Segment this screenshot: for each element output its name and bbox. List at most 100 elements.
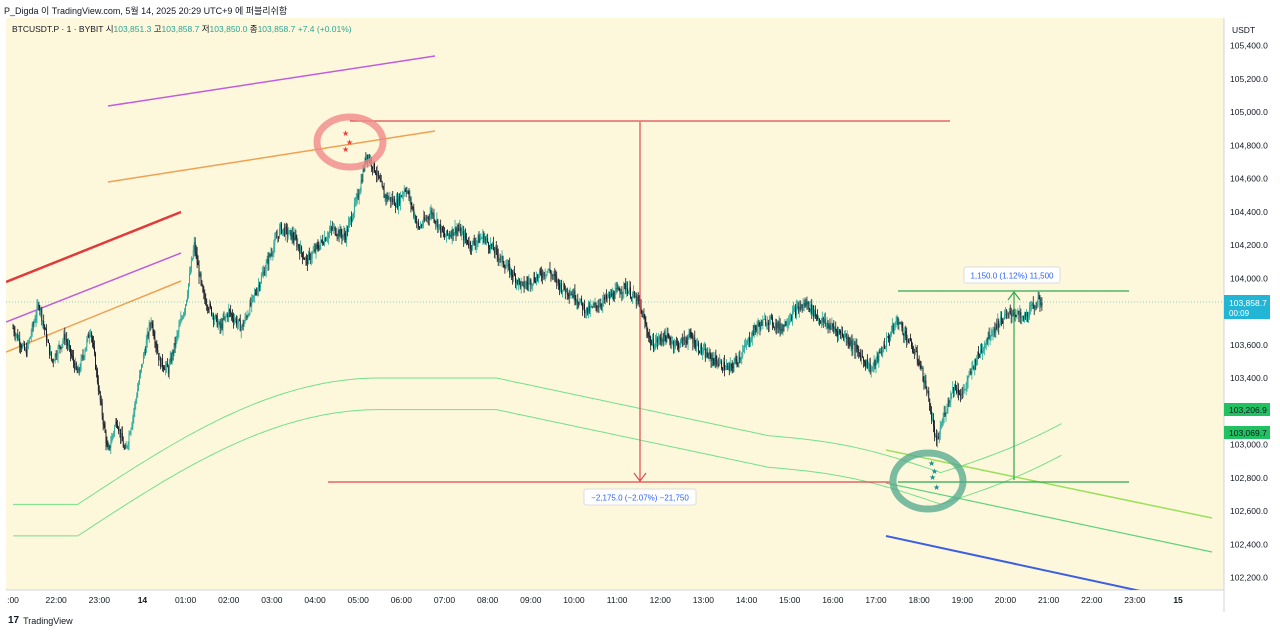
candle-body [14,332,16,337]
candle-body [810,304,812,312]
candle-body [947,400,949,410]
candle-body [205,298,207,305]
candle-body [563,283,565,290]
candle-body [305,257,306,260]
candle-body [443,231,444,233]
candle-body [238,319,240,321]
candle-body [83,356,85,358]
candle-body [156,345,158,351]
candle-body [26,343,28,356]
candle-body [354,201,356,203]
candle-body [252,295,254,298]
candle-body [900,323,902,324]
candle-body [177,332,179,335]
candle-body [982,349,984,351]
candle-body [250,302,252,305]
candle-body [871,368,873,370]
candle-body [721,360,723,369]
candle-body [356,193,358,198]
candle-body [322,241,324,244]
candle-body [962,389,964,395]
candle-body [60,347,62,348]
time-tick-label: 20:00 [995,595,1017,605]
candle-body [811,304,813,314]
candle-body [921,367,923,369]
candle-body [39,307,41,311]
candle-body [581,298,583,303]
candle-body [120,433,122,438]
candle-body [71,354,72,356]
candle-body [636,296,638,304]
candle-body [876,355,878,359]
candle-body [518,278,520,282]
candle-body [872,366,874,369]
candle-body [608,294,610,299]
legend-part: 103,858.7 [258,24,296,34]
candle-body [1032,303,1034,306]
candle-body [486,238,488,239]
candle-body [184,310,186,314]
candle-body [214,315,216,319]
candle-body [1012,314,1014,316]
candle-body [832,324,834,327]
candle-body [320,239,322,245]
chart-canvas[interactable]: ★★★★★★★−2,175.0 (−2.07%) −21,7501,150.0 … [0,0,1280,612]
candle-body [717,364,719,366]
candle-body [888,337,890,339]
candle-body [459,227,461,231]
candle-body [574,290,576,301]
candle-body [167,367,169,374]
candle-body [666,333,668,343]
price-tick-label: 104,800.0 [1230,140,1268,150]
candle-body [403,190,405,194]
candle-body [645,322,647,326]
candle-body [212,314,214,321]
candle-body [407,191,409,193]
candle-body [1023,316,1025,320]
candle-body [456,228,458,234]
candle-body [465,233,467,239]
candle-body [331,228,333,229]
candle-body [714,356,716,365]
candle-body [731,364,733,367]
candle-body [933,419,934,427]
candle-body [242,324,244,327]
candle-body [468,243,469,246]
candle-body [613,298,615,300]
candle-body [491,243,493,247]
candle-body [839,330,841,332]
candle-body [233,318,234,322]
candle-body [281,223,282,234]
candle-body [288,230,290,235]
candle-body [797,306,799,312]
candle-body [684,340,686,341]
candle-body [896,317,898,323]
candle-body [863,357,864,362]
candle-body [735,358,737,360]
candle-body [232,314,234,319]
candle-body [19,338,21,346]
candle-body [953,387,955,392]
candle-body [324,237,326,245]
green-star-marker-icon: ★ [933,483,940,492]
candle-body [984,343,986,346]
candle-body [841,332,843,337]
candle-body [447,234,449,236]
candle-body [818,318,819,320]
candle-body [502,256,504,265]
candle-body [237,319,239,323]
candle-body [659,336,661,339]
candle-body [892,325,894,332]
candle-body [235,318,237,325]
candle-body [589,306,591,312]
candle-body [51,359,53,361]
candle-body [935,435,936,437]
candle-body [655,342,656,348]
candle-body [257,288,258,294]
candle-body [622,291,624,294]
candle-body [560,283,561,290]
price-tick-label: 105,000.0 [1230,107,1268,117]
candle-body [758,323,760,326]
candle-body [739,356,741,360]
candle-body [142,354,144,364]
